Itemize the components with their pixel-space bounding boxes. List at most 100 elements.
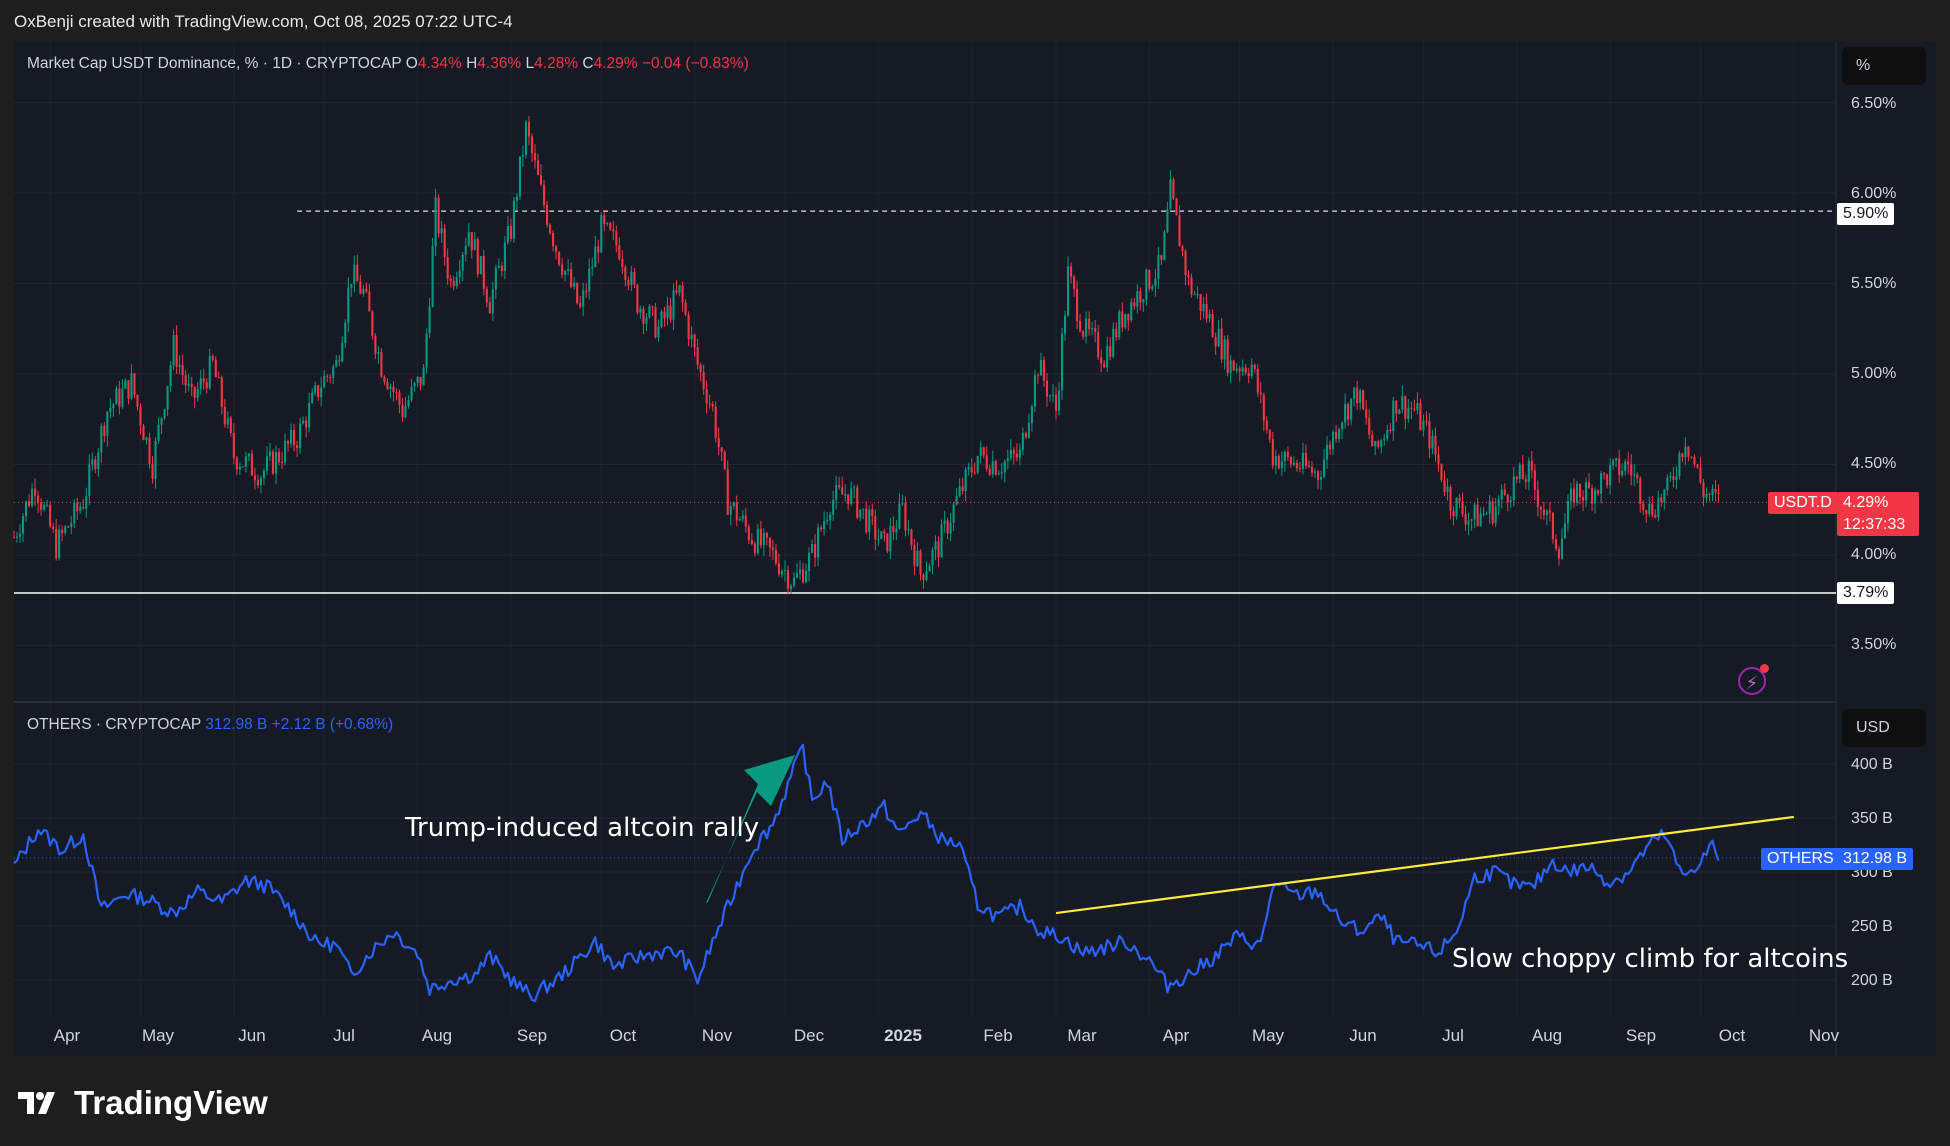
candle-body: [181, 364, 184, 376]
candle-body: [1594, 490, 1597, 504]
candle-body: [1298, 468, 1301, 470]
bar-countdown: 12:37:33: [1843, 516, 1906, 533]
candle-body: [1491, 501, 1494, 524]
candle-body: [371, 311, 374, 337]
candle-body: [67, 526, 70, 528]
candle-body: [536, 160, 540, 175]
candle-body: [1145, 269, 1148, 300]
candle-body: [1512, 476, 1515, 501]
tradingview-logo[interactable]: TradingView: [18, 1084, 268, 1122]
candle-body: [937, 541, 940, 558]
candle-body: [1247, 372, 1250, 377]
candle-body: [1591, 488, 1594, 504]
lightning-icon[interactable]: ⚡: [1738, 664, 1769, 695]
candle-body: [1699, 467, 1702, 483]
candle-body: [395, 391, 398, 393]
candle-body: [1545, 510, 1548, 516]
candle-body: [696, 347, 699, 365]
candle-body: [470, 232, 473, 251]
candle-body: [783, 570, 787, 572]
candle-body: [1551, 512, 1554, 540]
candle-body: [151, 464, 154, 479]
candle-body: [549, 224, 552, 234]
candle-body: [1063, 315, 1067, 334]
candle-body: [1310, 466, 1314, 473]
usdt-legend: Market Cap USDT Dominance, % · 1D · CRYP…: [27, 55, 749, 73]
low-label: L: [525, 55, 535, 72]
candle-body: [455, 277, 458, 287]
candle-body: [1235, 368, 1238, 371]
candle-body: [305, 420, 308, 428]
candle-body: [1262, 394, 1265, 421]
candle-body: [672, 290, 675, 320]
candle-body: [488, 302, 491, 314]
x-tick-label: Jun: [1349, 1026, 1377, 1045]
candle-body: [609, 223, 612, 230]
candle-body: [1669, 476, 1672, 478]
candle-body: [552, 233, 555, 247]
candle-body: [208, 355, 211, 389]
candle-body: [1199, 294, 1202, 312]
candle-body: [759, 528, 762, 546]
candle-body: [1422, 420, 1425, 430]
candle-body: [196, 389, 199, 398]
candle-body: [539, 174, 543, 185]
candle-body: [925, 571, 928, 580]
candle-body: [359, 281, 362, 294]
candle-body: [1121, 311, 1124, 328]
candle-body: [645, 317, 648, 324]
candle-body: [1211, 314, 1214, 338]
candle-body: [46, 504, 49, 506]
candle-body: [1350, 398, 1353, 420]
candle-body: [630, 271, 633, 286]
candle-body: [943, 520, 946, 525]
candle-body: [121, 388, 124, 407]
candle-body: [1419, 403, 1422, 430]
candle-body: [690, 334, 693, 340]
candle-body: [832, 499, 835, 515]
candle-body: [232, 432, 235, 458]
candle-body: [1338, 429, 1341, 439]
candle-body: [720, 447, 723, 452]
candle-body: [1383, 438, 1386, 441]
candle-body: [277, 451, 281, 462]
candle-body: [1220, 328, 1223, 360]
candle-body: [485, 288, 488, 303]
percent-scale-button[interactable]: %: [1842, 47, 1926, 85]
candle-body: [606, 223, 609, 225]
candle-body: [663, 311, 666, 319]
candle-body: [693, 334, 696, 348]
y-tick-label: 5.00%: [1851, 365, 1897, 382]
candle-body: [296, 445, 299, 449]
candle-body: [901, 502, 904, 504]
candle-body: [726, 468, 729, 515]
candle-body: [633, 271, 636, 285]
candle-body: [1012, 449, 1015, 454]
candle-body: [85, 496, 88, 509]
candle-body: [1464, 513, 1467, 525]
candle-body: [765, 533, 768, 538]
x-tick-label: May: [141, 1026, 175, 1045]
candle-body: [624, 266, 627, 280]
candle-body: [1569, 488, 1573, 502]
usd-scale-button[interactable]: USD: [1842, 709, 1926, 747]
candle-body: [687, 314, 690, 340]
candle-body: [18, 533, 22, 537]
usdt-last-price: 4.29%: [1843, 494, 1889, 511]
candle-body: [820, 527, 823, 530]
candle-body: [187, 383, 190, 386]
candle-body: [777, 563, 780, 575]
candle-body: [612, 229, 615, 232]
candle-body: [922, 574, 925, 580]
candle-body: [741, 515, 744, 520]
candle-body: [1208, 314, 1211, 319]
candle-body: [238, 466, 241, 470]
candle-body: [350, 284, 353, 288]
candle-body: [579, 303, 582, 307]
candle-body: [648, 306, 651, 318]
candle-body: [603, 215, 606, 224]
candle-body: [1527, 460, 1530, 482]
candle-body: [1395, 400, 1398, 414]
candle-body: [160, 418, 163, 425]
